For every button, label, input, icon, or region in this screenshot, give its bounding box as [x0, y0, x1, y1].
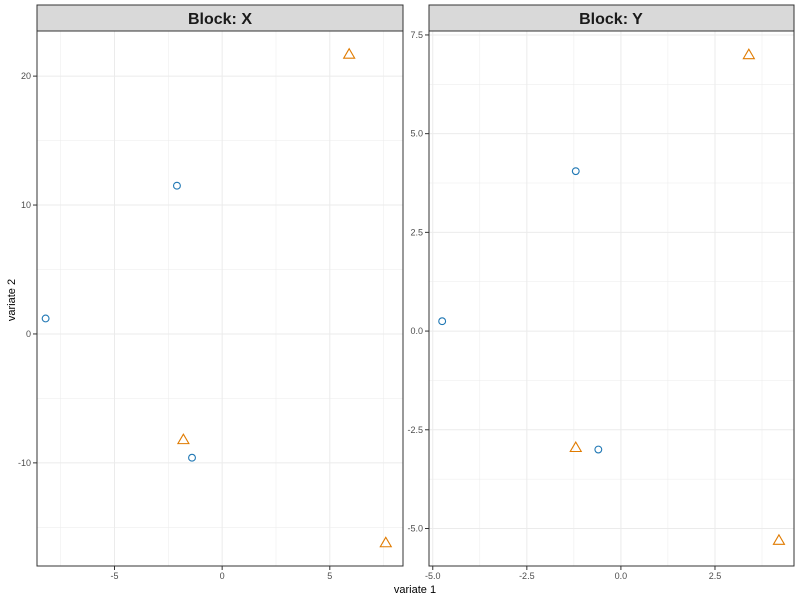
panel-title: Block: Y: [579, 11, 643, 28]
x-tick-label: 5: [327, 571, 332, 581]
data-point-triangle: [342, 47, 356, 59]
data-point-triangle: [379, 536, 393, 548]
plot-area: -5.0 -2.5 0.0 2.5 -5.0 -2.5 0.0 2.5 5.0 7.5: [407, 30, 795, 581]
data-point-triangle: [176, 433, 190, 445]
panel-block-y: Block: Y -5.0 -2.5 0.0 2.5 -5.0 -2.5 0.0 2.5 5.0…: [407, 4, 795, 581]
x-tick-label: 0.0: [615, 571, 628, 581]
panel-border: [428, 30, 795, 567]
panel-title: Block: X: [188, 11, 252, 28]
y-tick-label: 5.0: [410, 129, 423, 139]
x-tick-label: -5.0: [425, 571, 441, 581]
panel-block-x: Block: X -5 0 5 -10 0 10 20: [18, 4, 404, 581]
data-point-circle: [172, 181, 181, 190]
y-tick-label: -5.0: [407, 523, 423, 533]
y-tick-label: 2.5: [410, 227, 423, 237]
x-axis-label: variate 1: [394, 584, 436, 596]
data-point-triangle: [772, 533, 786, 545]
data-point-triangle: [569, 440, 583, 453]
y-tick-label: 7.5: [410, 30, 423, 40]
data-point-circle: [41, 314, 50, 323]
y-tick-label: 10: [21, 200, 31, 210]
data-point-circle: [438, 317, 447, 326]
data-point-circle: [188, 453, 196, 462]
plot-area: -5 0 5 -10 0 10 20: [18, 30, 404, 581]
data-point-circle: [571, 167, 580, 176]
data-point-triangle: [742, 48, 756, 60]
y-tick-label: -2.5: [407, 425, 423, 435]
y-tick-label: 0: [26, 329, 31, 339]
y-tick-label: 0.0: [410, 326, 423, 336]
x-tick-label: 0: [220, 571, 225, 581]
x-tick-label: -5: [110, 571, 118, 581]
strip-background: [428, 4, 795, 32]
y-tick-label: 20: [21, 71, 31, 81]
y-axis-label: variate 2: [6, 279, 18, 321]
data-point-circle: [594, 445, 603, 454]
panel-border: [36, 30, 404, 567]
y-tick-label: -10: [18, 458, 31, 468]
x-tick-label: 2.5: [709, 571, 722, 581]
strip-background: [36, 4, 404, 32]
x-tick-label: -2.5: [519, 571, 535, 581]
